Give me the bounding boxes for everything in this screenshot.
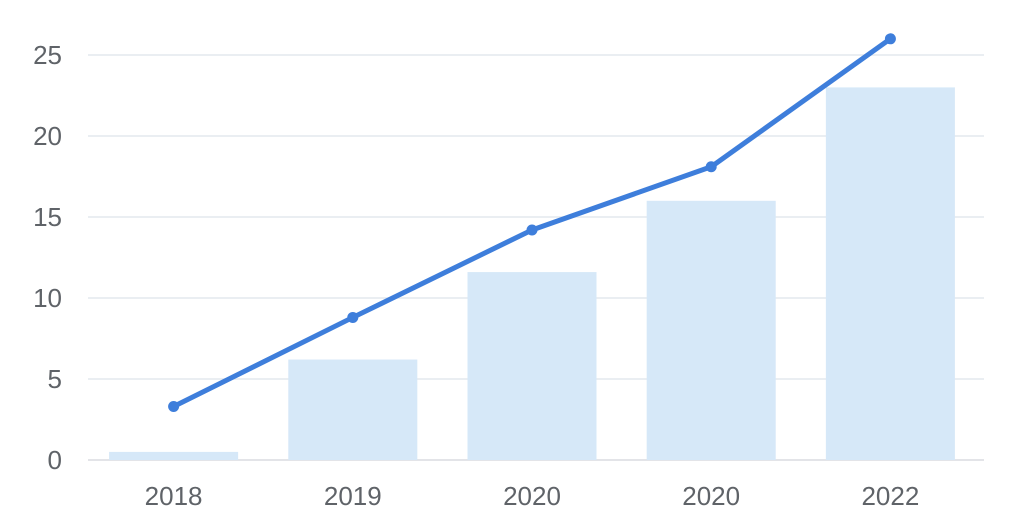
line-point: [705, 161, 717, 173]
line-point: [884, 33, 896, 45]
y-tick-label: 0: [48, 445, 62, 475]
y-tick-label: 10: [33, 283, 62, 313]
line-points: [168, 33, 896, 413]
y-axis-ticks: 0 5 10 15 20 25: [33, 40, 62, 475]
bar: [646, 200, 776, 461]
y-tick-label: 20: [33, 121, 62, 151]
x-tick-label: 2019: [324, 481, 382, 511]
x-tick-label: 2020: [503, 481, 561, 511]
bar: [825, 87, 955, 461]
x-tick-label: 2020: [682, 481, 740, 511]
bar: [288, 359, 418, 460]
y-tick-label: 5: [48, 364, 62, 394]
line-point: [526, 224, 538, 236]
x-axis-ticks: 2018 2019 2020 2020 2022: [145, 481, 920, 511]
line-point: [347, 311, 359, 323]
bar: [467, 272, 597, 460]
y-tick-label: 25: [33, 40, 62, 70]
x-tick-label: 2022: [861, 481, 919, 511]
y-tick-label: 15: [33, 202, 62, 232]
bar-series: [109, 87, 955, 461]
bar: [109, 451, 239, 460]
x-tick-label: 2018: [145, 481, 203, 511]
line-point: [168, 401, 180, 413]
